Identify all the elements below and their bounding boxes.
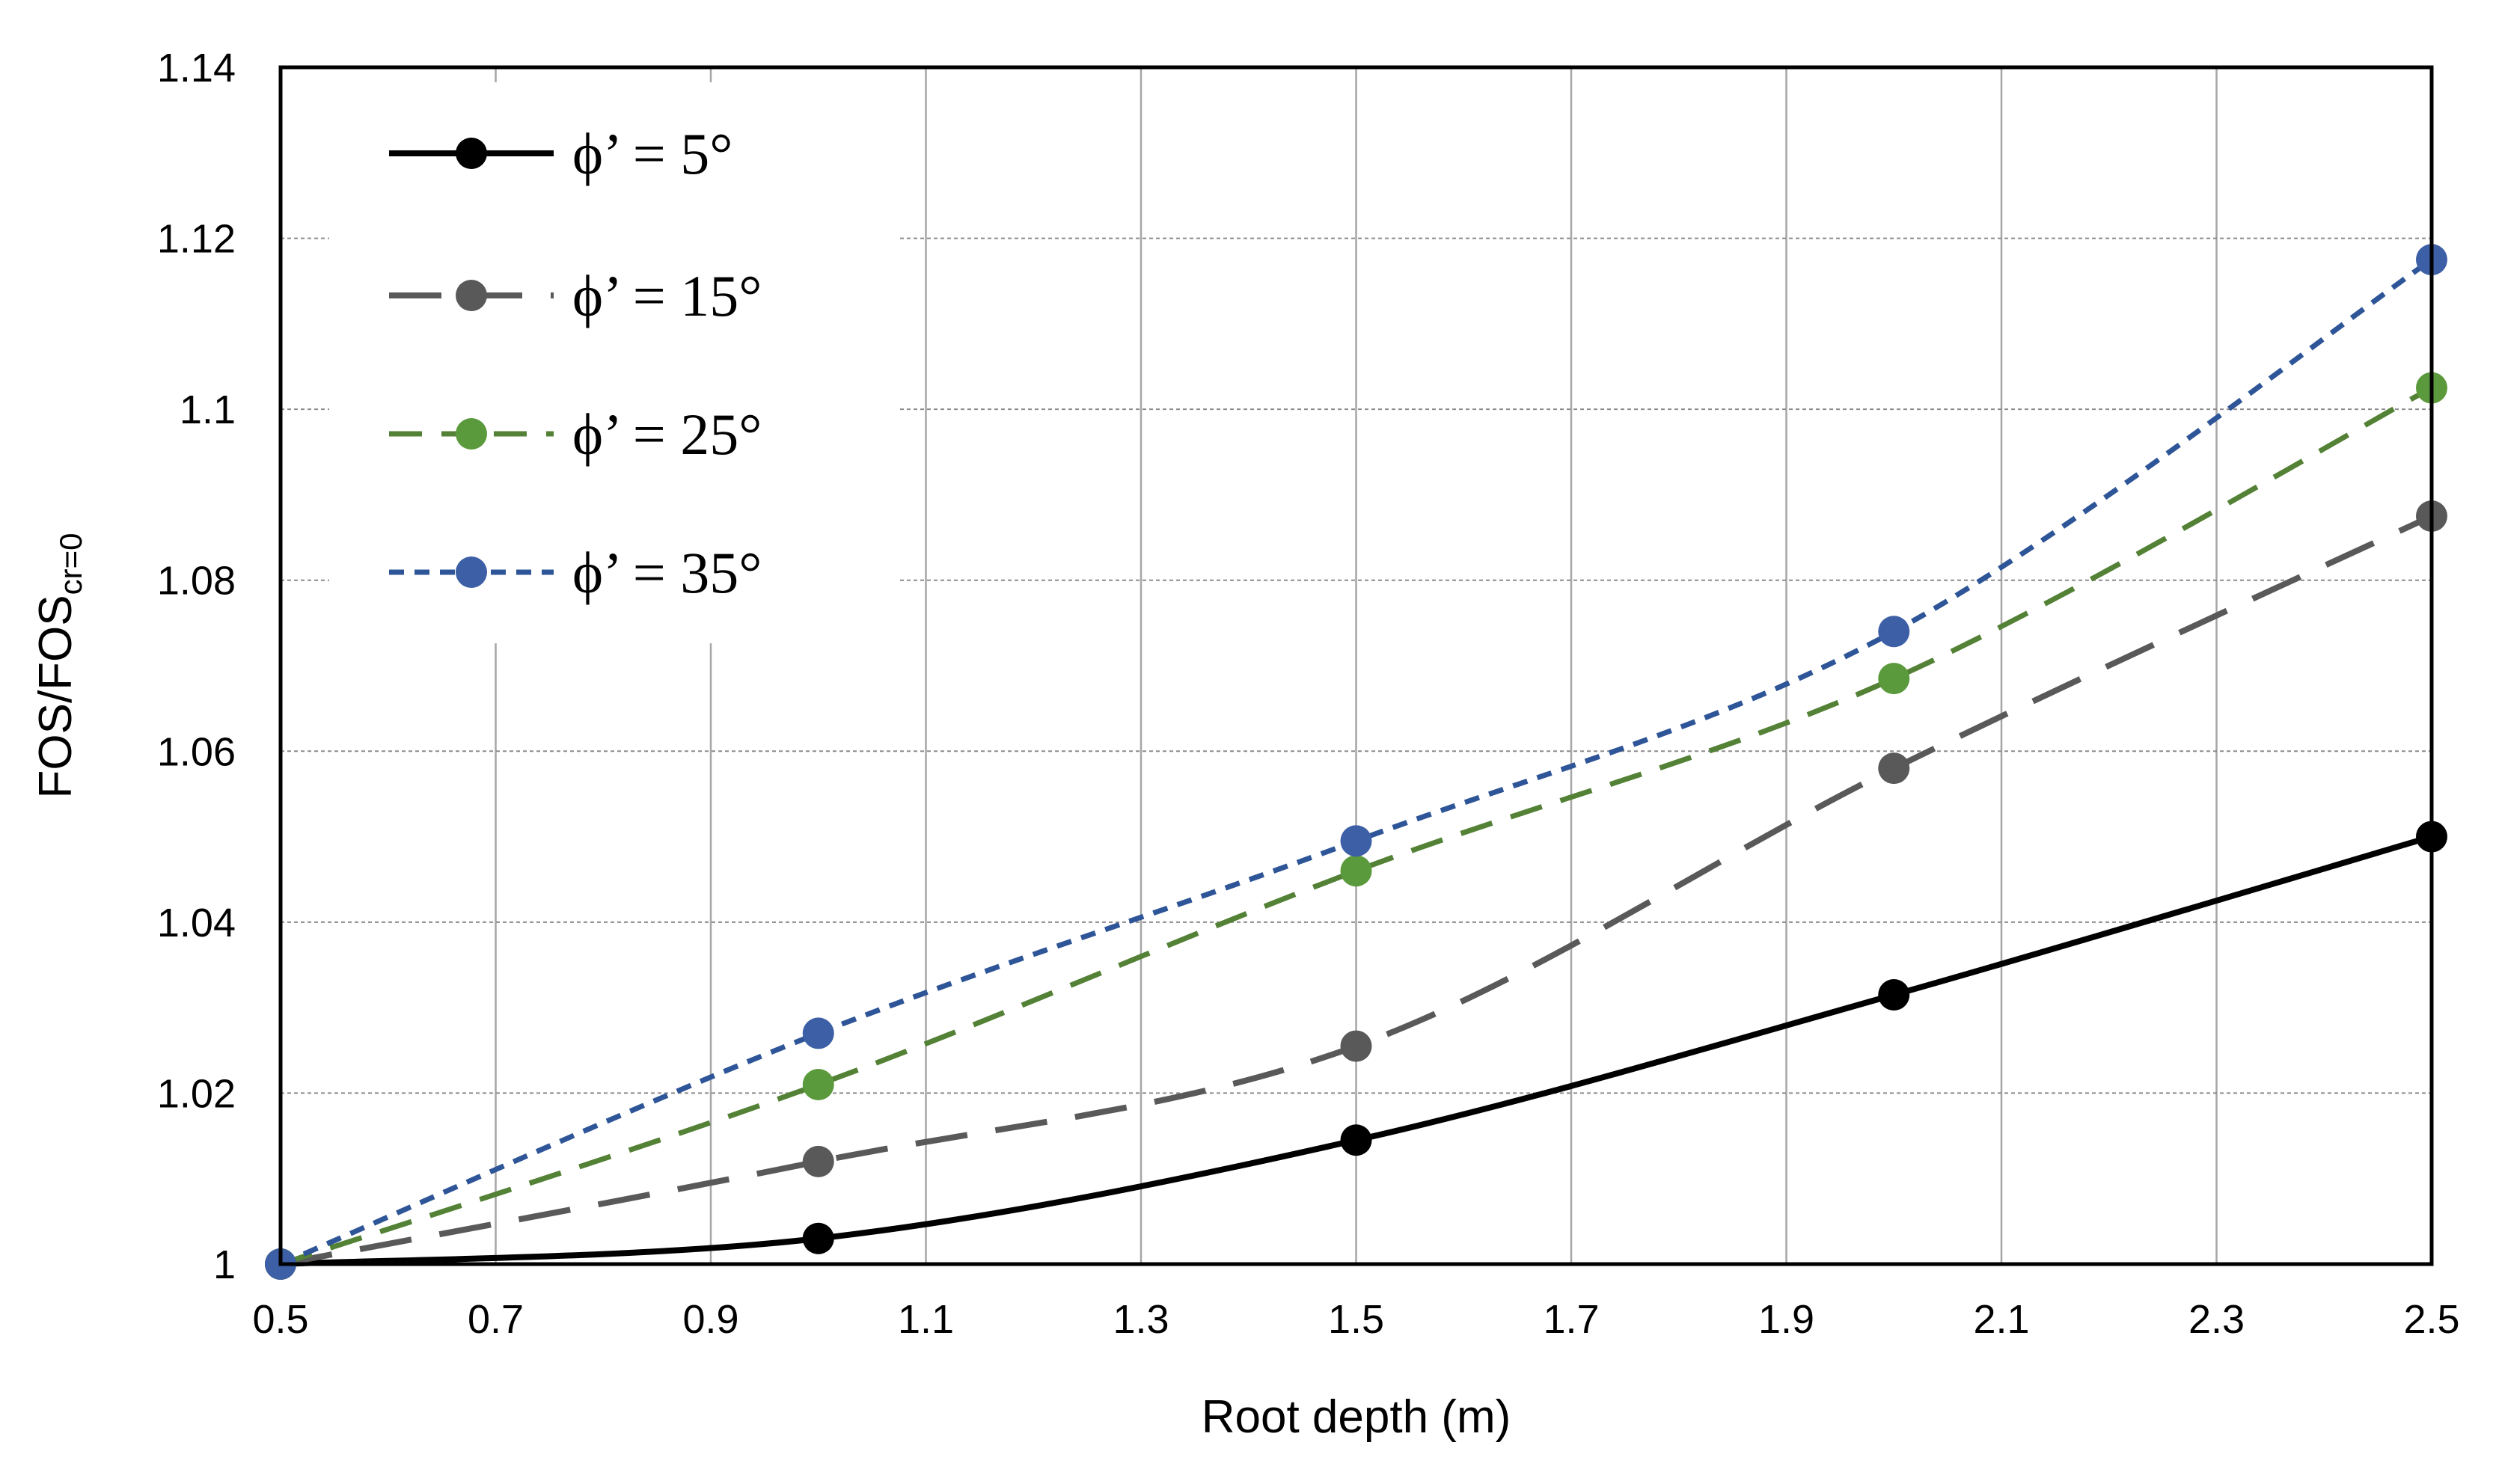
legend-background — [329, 82, 898, 643]
data-point — [1878, 663, 1910, 695]
x-tick-label: 0.5 — [252, 1297, 308, 1342]
data-point — [1878, 979, 1910, 1011]
x-tick-label: 1.3 — [1113, 1297, 1169, 1342]
data-point — [802, 1145, 834, 1177]
data-point — [1878, 752, 1910, 785]
x-tick-label: 1.5 — [1328, 1297, 1384, 1342]
data-point — [802, 1069, 834, 1100]
data-point — [1340, 855, 1372, 887]
x-tick-label: 0.7 — [468, 1297, 524, 1342]
legend-marker-2 — [456, 418, 487, 450]
x-tick-label: 0.9 — [682, 1297, 738, 1342]
y-tick-label: 1.06 — [157, 729, 236, 774]
y-tick-label: 1.14 — [157, 46, 236, 91]
x-tick-label: 1.1 — [898, 1297, 954, 1342]
plot-area-frame — [278, 65, 2434, 1266]
x-tick-label: 2.5 — [2403, 1297, 2459, 1342]
x-axis-ticks: 0.5 0.7 0.9 1.1 1.3 1.5 1.7 1.9 2.1 2.3 2.5 — [252, 1297, 2459, 1342]
legend-marker-0 — [456, 138, 487, 169]
data-point — [802, 1222, 834, 1254]
x-axis-title: Root depth (m) — [1202, 1391, 1511, 1443]
y-tick-label: 1.1 — [180, 387, 236, 432]
x-tick-label: 2.3 — [2188, 1297, 2245, 1342]
y-axis-title: FOS/FOScr=0 — [30, 533, 88, 798]
y-axis-title-main: FOS/FOS — [30, 595, 82, 798]
data-point — [1340, 1124, 1372, 1156]
x-tick-label: 1.9 — [1758, 1297, 1814, 1342]
legend-marker-1 — [456, 280, 487, 311]
data-point — [802, 1017, 834, 1049]
x-tick-label: 1.7 — [1543, 1297, 1599, 1342]
legend-label-3: ϕ’ = 35° — [572, 540, 762, 605]
legend-label-1: ϕ’ = 15° — [572, 263, 762, 328]
data-point — [1340, 1030, 1372, 1062]
data-point — [1340, 825, 1372, 857]
y-tick-label: 1 — [213, 1242, 236, 1287]
y-tick-label: 1.08 — [157, 559, 236, 604]
series-line-2 — [279, 385, 2433, 1267]
y-axis-title-subscript: cr=0 — [53, 533, 88, 595]
legend-label-2: ϕ’ = 25° — [572, 402, 762, 467]
y-tick-label: 1.02 — [157, 1071, 236, 1116]
data-point — [1878, 616, 1910, 648]
legend-marker-3 — [456, 556, 487, 588]
legend: ϕ’ = 5° ϕ’ = 15° ϕ’ = 25° ϕ’ = 35° — [389, 121, 762, 605]
x-tick-label: 2.1 — [1973, 1297, 2029, 1342]
y-tick-label: 1.12 — [157, 217, 236, 262]
legend-label-0: ϕ’ = 5° — [572, 121, 732, 186]
y-axis-ticks: 1 1.02 1.04 1.06 1.08 1.1 1.12 1.14 — [157, 46, 236, 1287]
y-tick-label: 1.04 — [157, 901, 236, 945]
